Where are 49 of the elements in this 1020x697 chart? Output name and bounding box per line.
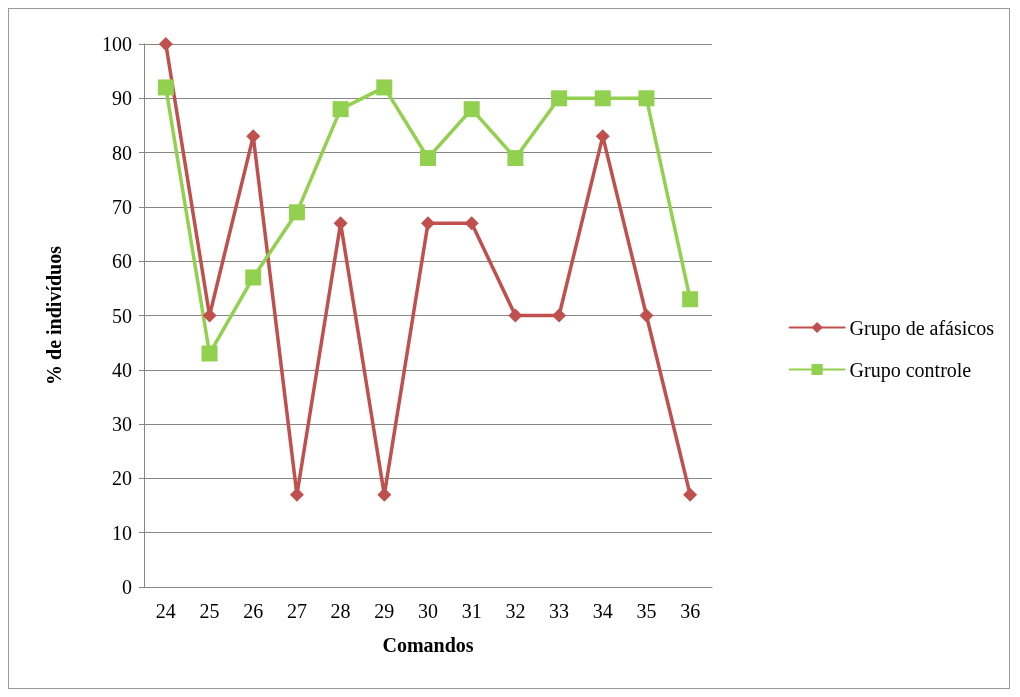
y-tick-label: 60: [112, 250, 132, 273]
point: [288, 204, 305, 221]
x-tick-label: 31: [461, 600, 482, 622]
x-tick-label: 30: [418, 600, 438, 622]
y-tick-label: 70: [112, 195, 132, 218]
legend-label: Grupo de afásicos: [849, 316, 995, 340]
y-tick-label: 0: [122, 576, 132, 598]
y-tick-label: 40: [112, 358, 132, 381]
x-tick-label: 24: [155, 600, 176, 622]
point: [201, 345, 218, 362]
point: [332, 101, 349, 118]
point: [552, 308, 567, 323]
x-tick-label: 25: [199, 600, 220, 622]
x-tick-label: 27: [286, 600, 307, 622]
point: [594, 90, 611, 107]
x-tick-label: 28: [330, 600, 351, 622]
x-tick-label: 36: [680, 600, 701, 622]
point: [464, 216, 479, 231]
y-tick-label: 50: [112, 304, 132, 327]
x-tick-label: 29: [374, 600, 395, 622]
legend-label: Grupo controle: [849, 358, 972, 382]
x-tick-label: 26: [243, 600, 264, 622]
point: [683, 487, 698, 502]
x-tick-label: 32: [505, 600, 526, 622]
y-tick-label: 20: [112, 467, 132, 490]
point: [682, 291, 699, 308]
point: [158, 37, 173, 51]
point: [508, 308, 523, 323]
y-tick-label: 90: [112, 87, 132, 110]
point: [420, 150, 436, 167]
x-tick-label: 35: [636, 600, 657, 622]
point: [507, 150, 524, 167]
y-tick-label: 30: [112, 413, 132, 436]
y-tick-label: 10: [112, 521, 132, 544]
point: [157, 79, 174, 96]
point: [638, 90, 655, 107]
y-tick-label: 100: [102, 33, 132, 55]
y-axis-title: % de indivíduos: [43, 245, 65, 385]
point: [245, 269, 262, 286]
point: [246, 129, 261, 144]
point: [639, 308, 654, 323]
y-tick-label: 80: [112, 141, 132, 164]
point: [551, 90, 568, 107]
x-tick-label: 33: [549, 600, 570, 622]
x-tick-label: 34: [592, 600, 613, 622]
point: [463, 101, 480, 118]
point: [376, 79, 393, 96]
point: [421, 216, 435, 231]
x-axis-title: Comandos: [382, 634, 474, 656]
